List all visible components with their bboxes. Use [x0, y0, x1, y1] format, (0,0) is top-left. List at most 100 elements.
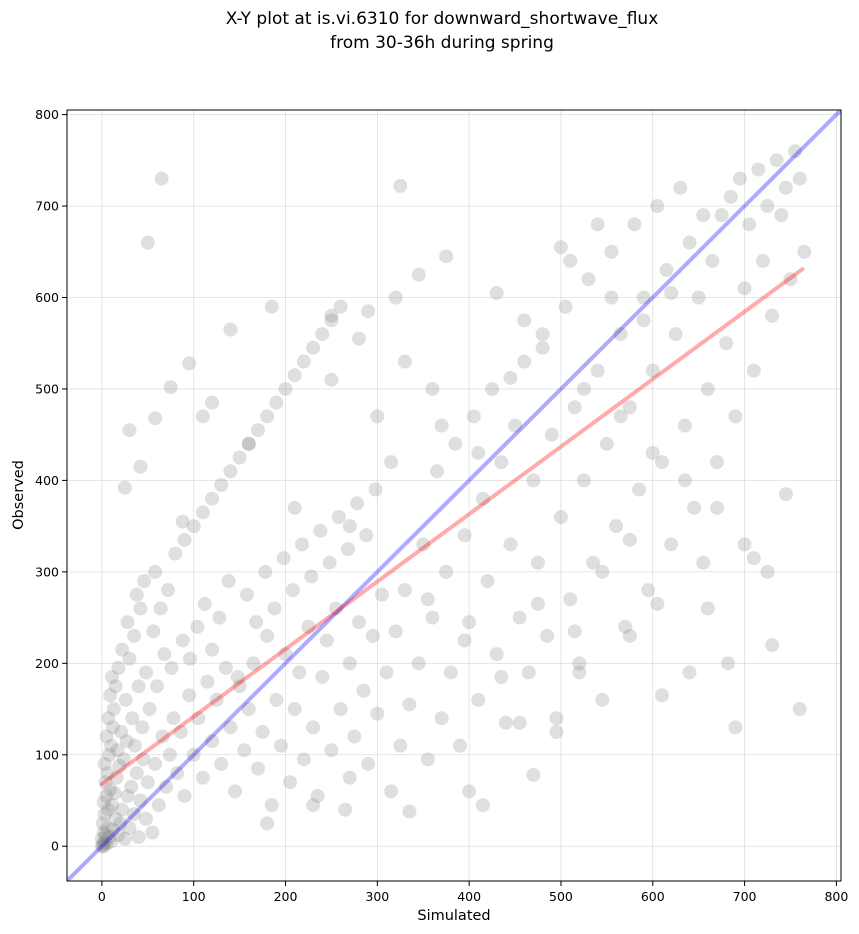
data-point: [365, 628, 380, 643]
data-point: [177, 532, 192, 547]
data-point: [214, 756, 229, 771]
data-point: [359, 528, 374, 543]
data-point: [223, 720, 238, 735]
data-point: [162, 747, 177, 762]
data-point: [384, 784, 399, 799]
data-point: [306, 340, 321, 355]
data-point: [148, 564, 163, 579]
data-point: [124, 779, 139, 794]
data-point: [342, 656, 357, 671]
data-point: [96, 825, 111, 840]
data-point: [276, 551, 291, 566]
data-point: [705, 253, 720, 268]
data-points: [94, 144, 812, 854]
data-point: [319, 633, 334, 648]
data-point: [101, 802, 116, 817]
y-tick-label: 600: [35, 290, 59, 305]
data-point: [166, 711, 181, 726]
y-tick-label: 300: [35, 564, 59, 579]
data-point: [175, 514, 190, 529]
x-tick-label: 700: [733, 889, 757, 904]
data-point: [296, 752, 311, 767]
data-point: [393, 738, 408, 753]
data-point: [604, 244, 619, 259]
data-point: [95, 816, 110, 831]
data-point: [324, 372, 339, 387]
data-point: [103, 782, 118, 797]
data-point: [654, 455, 669, 470]
data-point: [278, 381, 293, 396]
data-point: [329, 601, 344, 616]
data-point: [241, 436, 256, 451]
data-point: [100, 766, 115, 781]
data-point: [370, 706, 385, 721]
data-point: [324, 313, 339, 328]
data-point: [517, 313, 532, 328]
data-point: [677, 473, 692, 488]
data-point: [696, 208, 711, 223]
data-point: [168, 546, 183, 561]
data-point: [137, 574, 152, 589]
data-point: [737, 281, 752, 296]
data-point: [498, 715, 513, 730]
data-point: [512, 715, 527, 730]
data-point: [99, 836, 114, 851]
data-point: [285, 583, 300, 598]
data-point: [190, 619, 205, 634]
data-point: [558, 299, 573, 314]
data-point: [333, 299, 348, 314]
data-point: [351, 615, 366, 630]
data-point: [397, 354, 412, 369]
data-point: [315, 670, 330, 685]
data-point: [99, 729, 114, 744]
data-point: [434, 418, 449, 433]
data-point: [129, 587, 144, 602]
data-point: [313, 523, 328, 538]
data-point: [173, 724, 188, 739]
chart-title-line-1: X-Y plot at is.vi.6310 for downward_shor…: [226, 9, 659, 29]
data-point: [517, 354, 532, 369]
plot-frame: [66, 109, 842, 882]
data-point: [96, 795, 111, 810]
data-point: [105, 720, 120, 735]
data-point: [115, 642, 130, 657]
axis-ticks: 0 100 200 300 400 500 600 700 800 0 100 200 300 400 50…: [35, 107, 848, 904]
data-point: [111, 828, 126, 843]
data-point: [664, 285, 679, 300]
data-point: [221, 574, 236, 589]
data-point: [324, 743, 339, 758]
x-tick-label: 300: [365, 889, 389, 904]
data-point: [636, 290, 651, 305]
data-point: [769, 153, 784, 168]
data-point: [765, 638, 780, 653]
data-point: [140, 775, 155, 790]
data-point: [411, 267, 426, 282]
data-point: [710, 500, 725, 515]
data-point: [654, 688, 669, 703]
data-point: [267, 601, 282, 616]
data-point: [544, 427, 559, 442]
data-point: [581, 272, 596, 287]
data-point: [120, 788, 135, 803]
data-point: [260, 816, 275, 831]
data-point: [397, 583, 412, 598]
data-point: [370, 409, 385, 424]
data-point: [462, 784, 477, 799]
data-point: [315, 327, 330, 342]
data-point: [136, 752, 151, 767]
data-point: [622, 628, 637, 643]
data-point: [333, 702, 348, 717]
data-point: [304, 569, 319, 584]
data-point: [159, 779, 174, 794]
data-point: [448, 436, 463, 451]
data-point: [650, 596, 665, 611]
data-point: [622, 532, 637, 547]
data-point: [101, 711, 116, 726]
data-point: [475, 798, 490, 813]
data-point: [402, 804, 417, 819]
data-point: [526, 767, 541, 782]
data-point: [232, 450, 247, 465]
data-point: [122, 820, 137, 835]
data-point: [146, 624, 161, 639]
data-point: [97, 834, 112, 849]
